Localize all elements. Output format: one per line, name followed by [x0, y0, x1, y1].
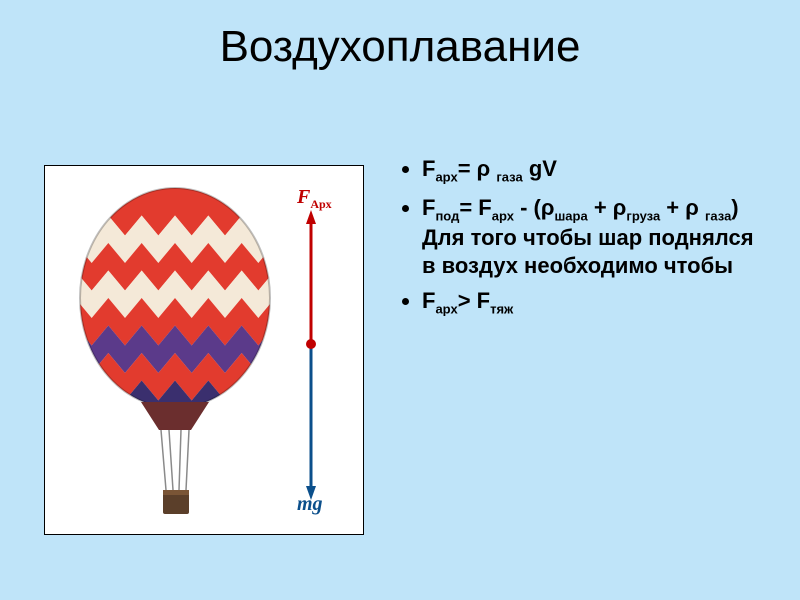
formula-list: Fарх= ρ газа gV Fпод= Fарх - (ρшара + ρгр… [400, 155, 760, 326]
page-title: Воздухоплавание [0, 0, 800, 72]
balloon-illustration [75, 178, 275, 524]
balloon-figure: FАрх mg [44, 165, 364, 535]
bullet-item: Fпод= Fарх - (ρшара + ρгруза + ρ газа)Дл… [422, 194, 760, 280]
archimedes-force-label: FАрх [297, 186, 332, 212]
force-arrows: FАрх mg [291, 186, 346, 516]
bullet-item: Fарх= ρ газа gV [422, 155, 760, 186]
bullet-item: Fарх> Fтяж [422, 287, 760, 318]
gravity-force-label: mg [297, 493, 323, 516]
